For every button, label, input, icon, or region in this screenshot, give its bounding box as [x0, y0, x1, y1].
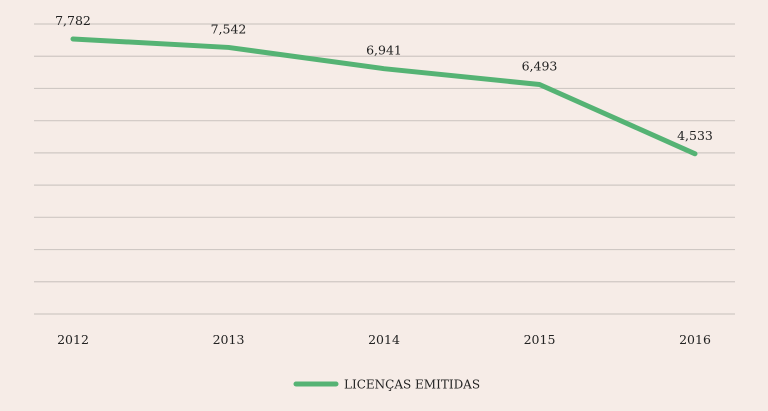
legend: LICENÇAS EMITIDAS	[293, 378, 480, 392]
gridlines	[34, 23, 735, 315]
x-axis-ticks: 2012 2013 2014 2015 2016	[57, 332, 711, 347]
series-line-licencas-emitidas	[70, 36, 698, 157]
x-tick-label: 2012	[57, 332, 89, 347]
x-tick-label: 2013	[213, 332, 245, 347]
legend-label: LICENÇAS EMITIDAS	[344, 378, 480, 392]
x-tick-label: 2015	[524, 332, 556, 347]
data-label: 6,493	[522, 59, 558, 74]
x-tick-label: 2016	[679, 332, 711, 347]
data-label: 4,533	[677, 128, 713, 143]
data-label: 6,941	[366, 43, 402, 58]
plot-area: 7,782 7,542 6,941 6,493 4,533	[55, 13, 713, 157]
x-tick-label: 2014	[368, 332, 400, 347]
data-label: 7,542	[211, 21, 247, 36]
data-label: 7,782	[55, 13, 91, 28]
